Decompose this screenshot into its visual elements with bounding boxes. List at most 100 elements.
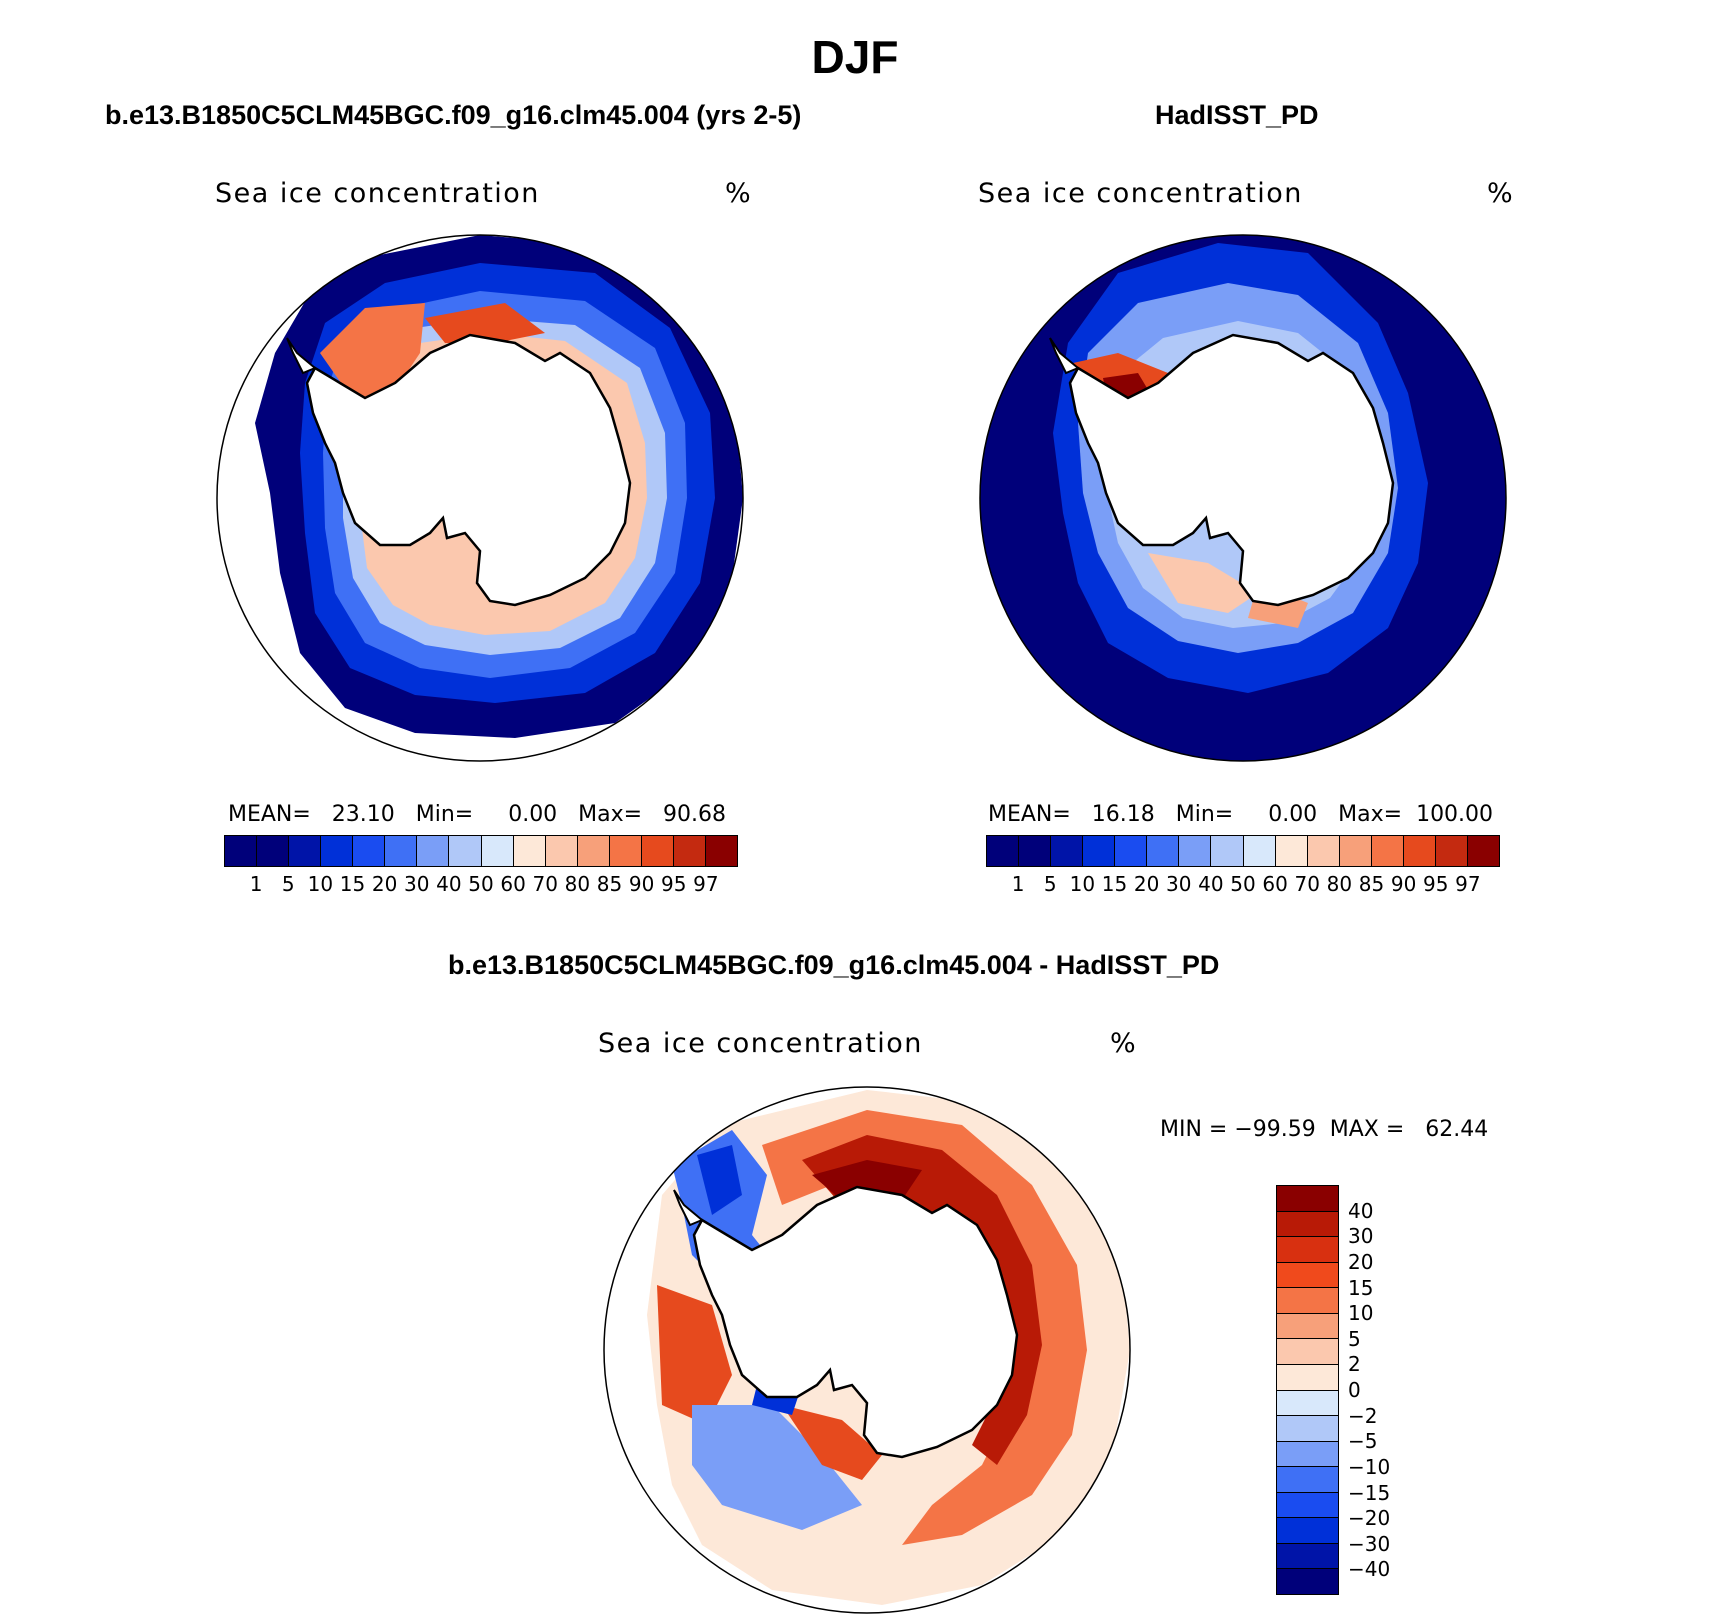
diff-colorbar-tick-label: −30 xyxy=(1348,1531,1391,1556)
model-colorbar-box xyxy=(481,836,514,866)
obs-colorbar-box xyxy=(1179,836,1212,866)
diff-colorbar-box xyxy=(1277,1313,1338,1340)
diff-case-title: b.e13.B1850C5CLM45BGC.f09_g16.clm45.004 … xyxy=(448,950,1220,980)
diff-colorbar-box xyxy=(1277,1211,1338,1238)
diff-colorbar-tick-label: 5 xyxy=(1348,1326,1361,1351)
obs-polar-map xyxy=(979,234,1507,762)
diff-colorbar-box xyxy=(1277,1518,1338,1544)
obs-colorbar-tick-label: 15 xyxy=(1101,872,1128,896)
obs-field-label: Sea ice concentration xyxy=(978,178,1303,209)
obs-colorbar-tick-label: 5 xyxy=(1043,872,1057,896)
diff-field-label: Sea ice concentration xyxy=(598,1028,923,1059)
model-colorbar-tick-label: 85 xyxy=(596,872,623,896)
model-colorbar-box xyxy=(545,836,578,866)
obs-colorbar-tick-label: 20 xyxy=(1133,872,1160,896)
obs-colorbar xyxy=(986,835,1500,867)
diff-colorbar-box xyxy=(1277,1492,1338,1519)
diff-colorbar-tick-label: 20 xyxy=(1348,1249,1374,1274)
obs-colorbar-tick-label: 60 xyxy=(1262,872,1288,896)
obs-colorbar-tick-label: 30 xyxy=(1166,872,1192,896)
model-colorbar-tick-label: 80 xyxy=(564,872,591,896)
diff-colorbar-box xyxy=(1277,1364,1338,1391)
diff-colorbar-tick-label: 30 xyxy=(1348,1224,1374,1249)
obs-ice-band-6 xyxy=(1148,553,1258,613)
diff-colorbar-box xyxy=(1277,1339,1338,1365)
model-colorbar-tick-label: 50 xyxy=(468,872,494,896)
obs-colorbar-box xyxy=(1019,836,1052,866)
model-colorbar-tick-label: 95 xyxy=(661,872,687,896)
model-stats: MEAN= 23.10 Min= 0.00 Max= 90.68 xyxy=(228,802,727,827)
obs-colorbar-box xyxy=(1083,836,1116,866)
diff-colorbar-tick-label: −2 xyxy=(1348,1403,1378,1428)
diff-units-label: % xyxy=(1110,1028,1138,1059)
obs-colorbar-tick-label: 70 xyxy=(1294,872,1320,896)
diff-colorbar xyxy=(1276,1185,1339,1595)
model-colorbar-box xyxy=(321,836,354,866)
model-colorbar-tick-label: 90 xyxy=(628,872,655,896)
obs-colorbar-box xyxy=(1243,836,1276,866)
model-colorbar-tick-label: 30 xyxy=(404,872,430,896)
model-colorbar-box xyxy=(609,836,642,866)
diff-colorbar-box xyxy=(1277,1441,1338,1468)
model-field-label: Sea ice concentration xyxy=(215,178,540,209)
model-colorbar-tick-label: 70 xyxy=(532,872,558,896)
diff-colorbar-box xyxy=(1277,1390,1338,1417)
obs-colorbar-box xyxy=(1115,836,1148,866)
diff-colorbar-tick-label: −15 xyxy=(1348,1480,1391,1505)
model-colorbar-labels: 1 5 10 15 20 30 40 50 60 70 80 85 90 95 97 xyxy=(224,872,738,898)
obs-colorbar-box xyxy=(1467,836,1499,866)
diff-colorbar-tick-label: 15 xyxy=(1348,1275,1374,1300)
diff-band-7 xyxy=(657,1285,732,1425)
model-colorbar-tick-label: 5 xyxy=(281,872,295,896)
obs-colorbar-box xyxy=(1307,836,1340,866)
diff-colorbar-tick-label: 40 xyxy=(1348,1198,1374,1223)
diff-band-8 xyxy=(692,1405,862,1530)
obs-colorbar-box xyxy=(1275,836,1308,866)
obs-colorbar-box xyxy=(1147,836,1180,866)
diff-colorbar-box xyxy=(1277,1543,1338,1570)
diff-colorbar-box xyxy=(1277,1237,1338,1263)
model-ice-band-6 xyxy=(320,303,425,403)
model-colorbar-box xyxy=(577,836,610,866)
diff-antarctic-peninsula xyxy=(673,1189,704,1227)
model-colorbar-box xyxy=(449,836,482,866)
diff-polar-map xyxy=(603,1086,1131,1614)
diff-colorbar-box xyxy=(1277,1262,1338,1289)
model-ice-band-7 xyxy=(425,303,545,343)
obs-stats: MEAN= 16.18 Min= 0.00 Max= 100.00 xyxy=(988,802,1494,827)
model-antarctic-peninsula xyxy=(286,337,317,375)
obs-colorbar-labels: 1 5 10 15 20 30 40 50 60 70 80 85 90 95 97 xyxy=(986,872,1500,898)
model-polar-map xyxy=(216,234,744,762)
figure-title: DJF xyxy=(811,31,899,83)
obs-antarctica-landmass xyxy=(1068,333,1395,607)
model-colorbar-tick-label: 15 xyxy=(339,872,366,896)
obs-colorbar-tick-label: 80 xyxy=(1326,872,1353,896)
obs-colorbar-box xyxy=(1339,836,1372,866)
diff-colorbar-box xyxy=(1277,1569,1338,1594)
diff-band-9 xyxy=(782,1405,882,1480)
model-colorbar-tick-label: 60 xyxy=(500,872,526,896)
model-colorbar-box xyxy=(673,836,706,866)
obs-antarctic-peninsula xyxy=(1049,337,1080,375)
diff-band-6 xyxy=(697,1145,742,1215)
diff-colorbar-tick-label: −10 xyxy=(1348,1454,1391,1479)
obs-units-label: % xyxy=(1487,178,1515,209)
diff-band-3 xyxy=(802,1135,1042,1465)
obs-colorbar-tick-label: 1 xyxy=(1011,872,1025,896)
model-colorbar-tick-label: 40 xyxy=(436,872,462,896)
obs-colorbar-box xyxy=(1211,836,1244,866)
obs-colorbar-tick-label: 50 xyxy=(1230,872,1256,896)
diff-colorbar-box xyxy=(1277,1416,1338,1442)
obs-colorbar-tick-label: 85 xyxy=(1358,872,1385,896)
diff-colorbar-tick-label: −5 xyxy=(1348,1429,1378,1454)
model-colorbar-box xyxy=(225,836,258,866)
obs-colorbar-box xyxy=(987,836,1020,866)
model-colorbar xyxy=(224,835,738,867)
model-colorbar-box xyxy=(641,836,674,866)
model-colorbar-box xyxy=(289,836,322,866)
diff-colorbar-tick-label: 0 xyxy=(1348,1378,1361,1402)
obs-colorbar-tick-label: 10 xyxy=(1069,872,1096,896)
model-colorbar-box xyxy=(417,836,450,866)
obs-colorbar-tick-label: 40 xyxy=(1198,872,1224,896)
diff-stats: MIN = −99.59 MAX = 62.44 xyxy=(1160,1117,1489,1142)
